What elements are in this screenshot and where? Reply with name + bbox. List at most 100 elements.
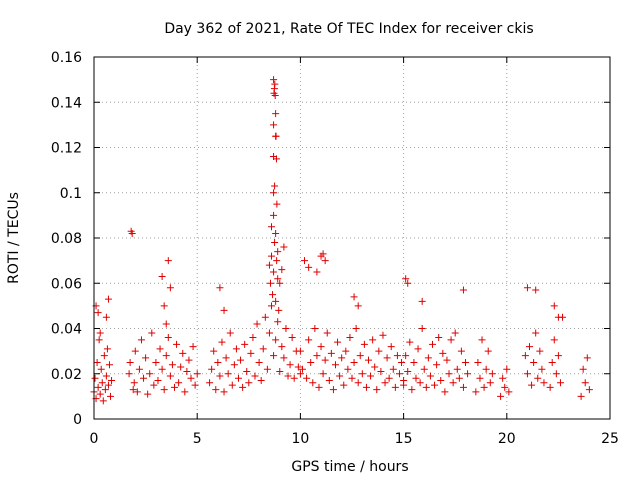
data-point bbox=[129, 386, 137, 394]
data-point bbox=[298, 365, 306, 373]
data-point bbox=[521, 352, 529, 360]
data-point bbox=[133, 388, 141, 396]
data-point bbox=[128, 229, 136, 237]
data-point bbox=[476, 374, 484, 382]
data-point bbox=[377, 367, 385, 375]
data-point bbox=[534, 374, 542, 382]
data-point bbox=[428, 340, 436, 348]
data-point bbox=[367, 372, 375, 380]
data-point bbox=[480, 383, 488, 391]
data-point bbox=[270, 352, 278, 360]
data-point bbox=[418, 325, 426, 332]
data-point bbox=[398, 358, 406, 366]
data-point bbox=[101, 386, 109, 394]
data-point bbox=[228, 381, 236, 389]
data-point bbox=[439, 349, 447, 357]
data-point bbox=[327, 349, 335, 357]
data-point bbox=[173, 340, 181, 348]
data-point bbox=[402, 275, 410, 283]
data-point bbox=[273, 200, 281, 208]
data-point bbox=[206, 379, 214, 387]
data-point bbox=[373, 386, 381, 394]
y-tick-label: 0.08 bbox=[51, 231, 82, 247]
data-point bbox=[280, 354, 288, 362]
data-point bbox=[431, 381, 439, 389]
data-point bbox=[379, 331, 387, 339]
data-point bbox=[404, 279, 412, 287]
data-point bbox=[220, 388, 228, 396]
data-point bbox=[356, 352, 364, 360]
y-tick-label: 0.16 bbox=[51, 50, 82, 66]
data-point bbox=[538, 365, 546, 373]
y-tick-label: 0.14 bbox=[51, 95, 82, 111]
data-point bbox=[272, 229, 280, 237]
data-point bbox=[340, 381, 348, 389]
data-point bbox=[315, 383, 323, 391]
data-point bbox=[216, 284, 224, 292]
data-point bbox=[185, 356, 193, 364]
data-point bbox=[365, 356, 373, 364]
data-point bbox=[126, 358, 134, 366]
data-point bbox=[443, 356, 451, 364]
data-point bbox=[91, 374, 99, 382]
data-point bbox=[404, 367, 412, 375]
data-point bbox=[449, 379, 457, 387]
data-point bbox=[177, 363, 185, 371]
data-point bbox=[530, 358, 538, 366]
data-point bbox=[152, 358, 160, 366]
data-point bbox=[532, 329, 540, 337]
data-point bbox=[459, 383, 467, 391]
data-point bbox=[375, 347, 383, 355]
data-point bbox=[218, 338, 226, 346]
data-point bbox=[102, 313, 110, 321]
data-point bbox=[346, 334, 354, 342]
data-point bbox=[381, 379, 389, 387]
data-point bbox=[243, 367, 251, 375]
data-point bbox=[226, 329, 234, 337]
data-point bbox=[107, 392, 115, 400]
data-point bbox=[556, 379, 564, 387]
data-point bbox=[402, 352, 410, 360]
data-point bbox=[273, 257, 281, 265]
data-point bbox=[309, 379, 317, 387]
data-point bbox=[96, 390, 104, 398]
data-point bbox=[175, 379, 183, 387]
data-point bbox=[272, 155, 280, 163]
data-point bbox=[462, 358, 470, 366]
data-point bbox=[272, 132, 280, 140]
data-point bbox=[224, 370, 232, 378]
y-axis-label: ROTI / TECUs bbox=[6, 192, 22, 284]
data-point bbox=[102, 372, 110, 380]
data-point bbox=[317, 343, 325, 351]
data-point bbox=[478, 336, 486, 344]
data-point bbox=[257, 377, 265, 385]
data-point bbox=[275, 306, 283, 314]
data-point bbox=[319, 370, 327, 378]
data-point bbox=[187, 374, 195, 382]
data-point bbox=[150, 381, 158, 389]
data-point bbox=[286, 361, 294, 369]
data-point bbox=[437, 377, 445, 385]
data-point bbox=[296, 370, 304, 378]
data-point bbox=[426, 372, 434, 380]
y-tick-labels: 0 0.02 0.04 0.06 0.08 0.1 0.12 0.14 0.16 bbox=[51, 50, 82, 428]
data-point bbox=[162, 352, 170, 360]
data-point bbox=[263, 365, 271, 373]
data-point bbox=[271, 182, 279, 190]
data-point bbox=[274, 318, 282, 326]
data-point bbox=[484, 347, 492, 355]
data-point bbox=[230, 361, 238, 369]
data-point bbox=[270, 189, 278, 197]
data-point bbox=[253, 320, 261, 328]
data-point bbox=[344, 365, 352, 373]
data-point bbox=[325, 377, 333, 385]
data-point bbox=[305, 263, 313, 271]
data-point bbox=[581, 379, 589, 387]
data-point bbox=[536, 347, 544, 355]
data-point bbox=[284, 372, 292, 380]
data-point bbox=[268, 302, 276, 310]
data-point bbox=[271, 91, 279, 99]
data-point bbox=[100, 352, 108, 360]
data-point bbox=[362, 383, 370, 391]
data-point bbox=[105, 361, 113, 369]
